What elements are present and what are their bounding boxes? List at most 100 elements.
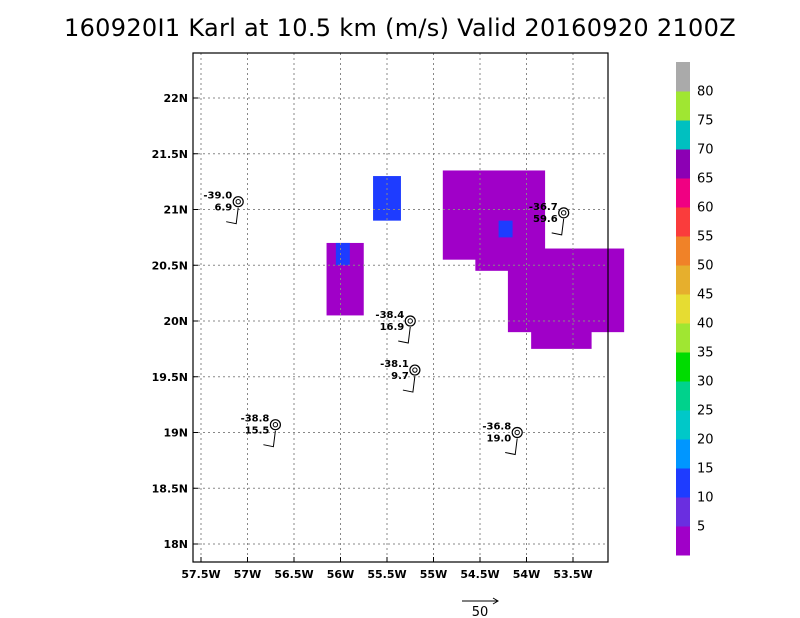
field-region xyxy=(498,220,513,238)
observation-marker: -38.19.7 xyxy=(380,359,421,393)
observation-top-value: -36.8 xyxy=(482,422,511,433)
storm-symbol xyxy=(269,419,281,431)
observation-marker: -36.759.6 xyxy=(529,202,570,236)
observation-bottom-value: 16.9 xyxy=(380,322,405,333)
field-region xyxy=(335,242,350,266)
colorbar-swatch xyxy=(676,149,690,179)
storm-symbol-core xyxy=(561,210,567,216)
colorbar-label: 30 xyxy=(697,375,714,390)
observation-top-value: -36.7 xyxy=(529,202,558,213)
colorbar-label: 80 xyxy=(697,85,714,100)
observation-top-value: -38.8 xyxy=(241,414,270,425)
observation-marker: -39.06.9 xyxy=(203,191,244,225)
reference-vector: 50 xyxy=(462,597,499,618)
colorbar-swatch xyxy=(676,236,690,266)
x-tick-label: 56W xyxy=(327,568,354,581)
wind-barb xyxy=(398,326,411,344)
wind-barb xyxy=(226,207,239,225)
storm-symbol xyxy=(232,196,244,208)
x-tick-label: 57W xyxy=(234,568,261,581)
wind-barb xyxy=(402,375,416,393)
observation-top-value: -39.0 xyxy=(203,191,232,202)
wind-barb xyxy=(551,218,565,236)
observation-bottom-value: 6.9 xyxy=(214,203,232,214)
observation-marker: -38.815.5 xyxy=(241,414,281,448)
storm-symbol xyxy=(558,207,570,219)
observation-marker: -38.416.9 xyxy=(375,310,416,344)
colorbar-swatch xyxy=(676,381,690,411)
grid-lines xyxy=(193,53,608,562)
map-frame xyxy=(192,52,609,563)
y-tick-label: 18N xyxy=(163,538,188,551)
colorbar-swatch xyxy=(676,120,690,150)
x-tick-labels: 57.5W 57W 56.5W 56W 55.5W 55W 54.5W 54W 53.5W xyxy=(181,557,593,581)
colorbar-label: 15 xyxy=(697,462,714,477)
colorbar-swatch xyxy=(676,294,690,324)
colorbar-label: 10 xyxy=(697,491,714,506)
x-tick-label: 56.5W xyxy=(274,568,313,581)
storm-symbol xyxy=(511,426,523,439)
colorbar-label: 5 xyxy=(697,520,705,535)
observation-markers: -39.06.9 -36.759.6-38.416.9-38.19.7-38.81… xyxy=(203,191,570,456)
y-tick-label: 21N xyxy=(163,204,188,217)
y-tick-label: 19.5N xyxy=(152,371,188,384)
wind-barb xyxy=(263,430,276,448)
x-tick-label: 53.5W xyxy=(553,568,592,581)
chart-title: 160920I1 Karl at 10.5 km (m/s) Valid 201… xyxy=(64,14,736,42)
storm-symbol-core xyxy=(407,318,413,324)
colorbar-swatch xyxy=(676,468,690,498)
x-tick-label: 55.5W xyxy=(367,568,406,581)
wind-barb xyxy=(505,438,518,456)
colorbar-label: 60 xyxy=(697,201,714,216)
observation-top-value: -38.4 xyxy=(375,310,404,321)
y-tick-labels: 18N 18.5N 19N 19.5N 20N 20.5N 21N 21.5N 22N xyxy=(152,92,198,551)
colorbar-swatch xyxy=(676,410,690,440)
field-region xyxy=(531,304,592,349)
x-tick-label: 54.5W xyxy=(460,568,499,581)
colorbar-label: 20 xyxy=(697,433,714,448)
colorbar: 5 10 15 20 25 30 35 40 45 50 55 60 65 70 75 80 xyxy=(676,62,714,556)
storm-symbol-core xyxy=(272,421,279,428)
colorbar-swatch xyxy=(676,439,690,469)
observation-bottom-value: 9.7 xyxy=(391,371,409,382)
colorbar-label: 55 xyxy=(697,230,714,245)
storm-symbol-core xyxy=(235,198,241,205)
colorbar-label: 75 xyxy=(697,114,714,129)
colorbar-swatch xyxy=(676,62,690,92)
colorbar-swatch xyxy=(676,526,690,556)
colorbar-swatch xyxy=(676,178,690,208)
colorbar-swatch xyxy=(676,207,690,237)
colorbar-swatch xyxy=(676,352,690,382)
colorbar-swatch xyxy=(676,323,690,353)
observation-marker: -36.819.0 xyxy=(482,422,523,456)
reference-vector-arrowhead xyxy=(492,597,499,605)
colorbar-label: 40 xyxy=(697,317,714,332)
y-tick-label: 22N xyxy=(163,92,188,105)
observation-bottom-value: 59.6 xyxy=(533,214,558,225)
colorbar-label: 65 xyxy=(697,172,714,187)
storm-symbol-core xyxy=(514,429,520,436)
y-tick-label: 20.5N xyxy=(152,259,188,272)
colorbar-label: 35 xyxy=(697,346,714,361)
observation-bottom-value: 19.0 xyxy=(487,434,512,445)
y-tick-label: 19N xyxy=(163,427,188,440)
storm-symbol xyxy=(409,364,421,376)
colorbar-label: 70 xyxy=(697,143,714,158)
reference-vector-label: 50 xyxy=(472,605,489,618)
observation-top-value: -38.1 xyxy=(380,359,409,370)
y-tick-label: 21.5N xyxy=(152,148,188,161)
colorbar-swatch xyxy=(676,497,690,527)
x-tick-label: 55W xyxy=(420,568,447,581)
colorbar-swatch xyxy=(676,91,690,121)
x-tick-label: 54W xyxy=(513,568,540,581)
observation-bottom-value: 15.5 xyxy=(245,426,270,437)
y-tick-label: 20N xyxy=(163,315,188,328)
storm-symbol xyxy=(404,315,416,327)
colorbar-label: 50 xyxy=(697,259,714,274)
colorbar-label: 25 xyxy=(697,404,714,419)
colorbar-swatch xyxy=(676,265,690,295)
storm-symbol-core xyxy=(412,367,418,373)
y-tick-label: 18.5N xyxy=(152,482,188,495)
x-tick-label: 57.5W xyxy=(181,568,220,581)
